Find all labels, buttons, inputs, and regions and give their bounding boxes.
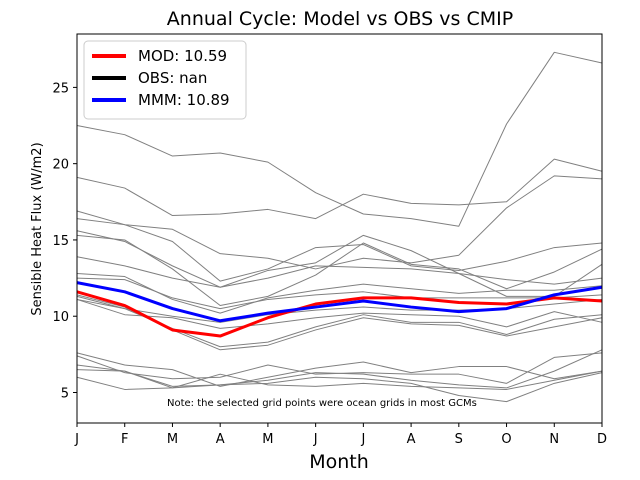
x-tick-label: M xyxy=(167,432,178,447)
cmip-model-line-4 xyxy=(76,218,603,282)
cmip-model-line-18 xyxy=(76,364,603,403)
series-line-mmm xyxy=(76,281,603,323)
x-tick-label: A xyxy=(216,432,225,447)
y-tick-label: 10 xyxy=(52,310,69,325)
x-tick-label: J xyxy=(360,432,365,447)
x-tick-label: D xyxy=(597,432,607,447)
cmip-model-line-11 xyxy=(76,298,603,329)
legend-label-mod: MOD: 10.59 xyxy=(138,47,227,65)
cmip-model-line-16 xyxy=(76,349,603,389)
x-tick-label: J xyxy=(313,432,318,447)
cmip-model-line-7 xyxy=(76,256,603,288)
cmip-model-line-6 xyxy=(76,234,603,307)
plot-frame xyxy=(76,33,603,424)
y-tick-label: 20 xyxy=(52,158,69,173)
cmip-model-line-17 xyxy=(76,370,603,390)
x-tick-label: O xyxy=(501,432,511,447)
cmip-model-line-3 xyxy=(76,175,603,270)
legend-label-mmm: MMM: 10.89 xyxy=(138,91,230,109)
cmip-model-line-8 xyxy=(76,273,603,314)
x-tick-label: N xyxy=(549,432,559,447)
cmip-model-line-5 xyxy=(76,230,603,297)
series-line-mod xyxy=(76,290,603,338)
y-axis-label: Sensible Heat Flux (W/m2) xyxy=(30,142,45,315)
cmip-model-line-2 xyxy=(76,158,603,220)
x-tick-label: A xyxy=(407,432,416,447)
cmip-model-line-9 xyxy=(76,277,603,310)
y-axis: 5 10 15 20 25 xyxy=(52,81,77,401)
y-tick-label: 5 xyxy=(61,386,69,401)
x-tick-label: S xyxy=(455,432,463,447)
x-tick-label: J xyxy=(74,432,79,447)
chart-note: Note: the selected grid points were ocea… xyxy=(167,398,477,409)
main-lines xyxy=(76,281,603,338)
x-tick-label: M xyxy=(262,432,273,447)
x-axis-label: Month xyxy=(309,451,369,473)
legend-label-obs: OBS: nan xyxy=(138,69,207,87)
y-tick-label: 15 xyxy=(52,234,69,249)
x-tick-label: F xyxy=(121,432,128,447)
cmip-model-line-1 xyxy=(76,51,603,227)
legend: MOD: 10.59 OBS: nan MMM: 10.89 xyxy=(83,40,247,120)
chart-title: Annual Cycle: Model vs OBS vs CMIP xyxy=(167,8,513,30)
y-tick-label: 25 xyxy=(52,81,69,96)
cmip-model-line-14 xyxy=(76,352,603,387)
